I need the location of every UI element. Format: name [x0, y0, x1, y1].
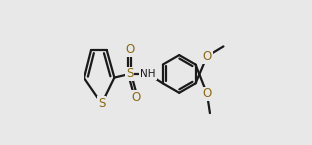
Text: O: O	[125, 43, 134, 56]
Text: S: S	[126, 67, 133, 80]
Text: O: O	[202, 87, 212, 100]
Text: NH: NH	[140, 69, 156, 79]
Text: S: S	[98, 97, 105, 110]
Text: O: O	[131, 91, 141, 104]
Text: O: O	[202, 50, 212, 63]
